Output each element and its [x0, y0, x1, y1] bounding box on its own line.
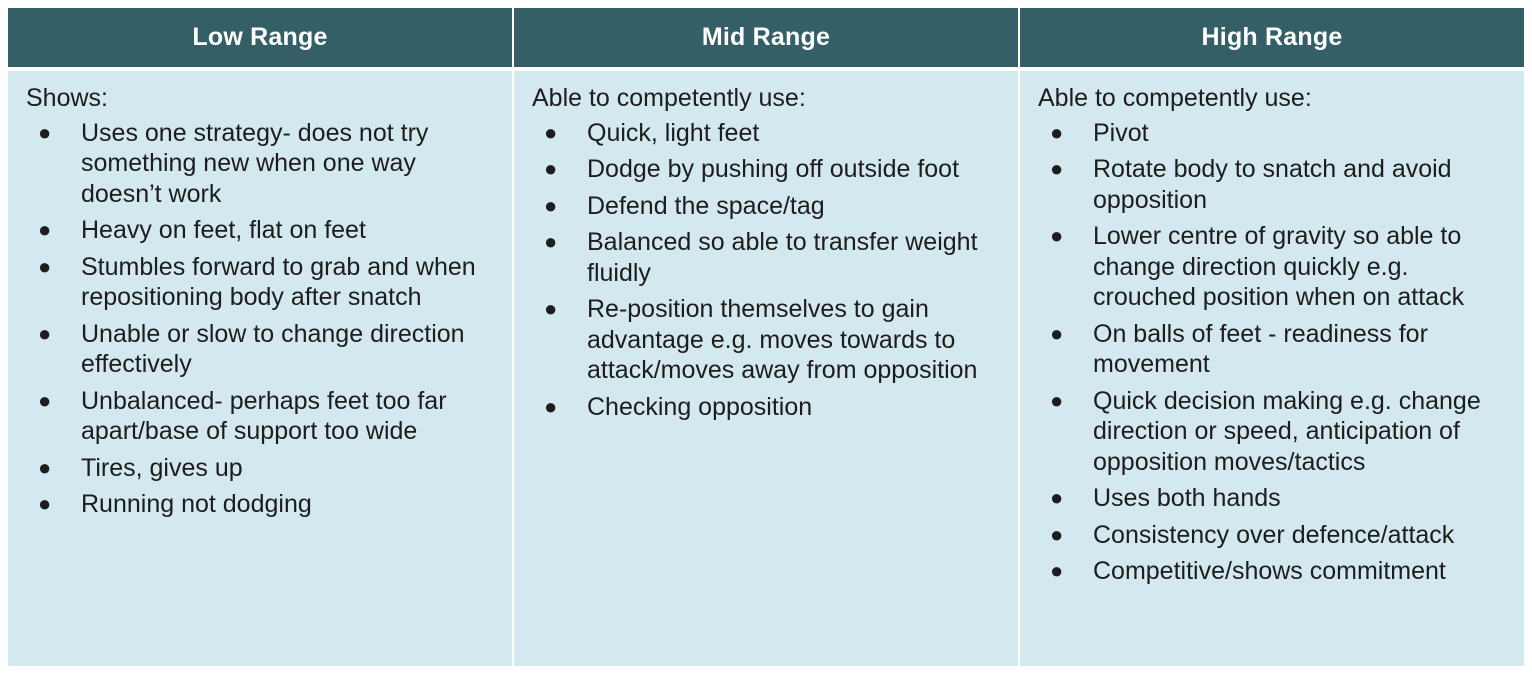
- header-mid-range: Mid Range: [514, 8, 1018, 67]
- list-item-text: Running not dodging: [81, 490, 312, 518]
- bullet-icon: ●: [38, 454, 52, 480]
- bullet-icon: ●: [1050, 387, 1064, 413]
- high-range-cell: Able to competently use: ● Pivot ● Rotate …: [1020, 71, 1524, 666]
- list-item-text: Balanced so able to transfer weight flui…: [587, 228, 978, 287]
- bullet-icon: ●: [544, 393, 558, 419]
- bullet-icon: ●: [38, 387, 52, 413]
- list-item-text: Heavy on feet, flat on feet: [81, 216, 366, 244]
- list-item-text: Uses one strategy- does not try somethin…: [81, 118, 429, 208]
- list-item: ● Rotate body to snatch and avoid opposit…: [1038, 154, 1510, 215]
- list-item: ● Uses one strategy- does not try somethi…: [26, 118, 498, 210]
- list-item: ● Stumbles forward to grab and when repos…: [26, 252, 498, 313]
- list-item: ● Re-position themselves to gain advantag…: [532, 294, 1004, 386]
- list-item-text: Unbalanced- perhaps feet too far apart/b…: [81, 386, 447, 446]
- list-item: ● Quick decision making e.g. change direc…: [1038, 386, 1510, 478]
- list-item: ● Quick, light feet: [532, 118, 1004, 149]
- low-range-intro: Shows:: [26, 84, 108, 112]
- mid-range-cell: Able to competently use: ● Quick, light f…: [514, 71, 1018, 666]
- bullet-icon: ●: [544, 229, 558, 254]
- bullet-icon: ●: [544, 119, 558, 145]
- bullet-icon: ●: [1050, 558, 1064, 583]
- list-item-text: Uses both hands: [1093, 484, 1281, 512]
- list-item-text: Rotate body to snatch and avoid oppositi…: [1093, 155, 1452, 214]
- list-item-text: Pivot: [1093, 118, 1149, 147]
- list-item-text: Stumbles forward to grab and when reposi…: [81, 252, 476, 312]
- header-high-range: High Range: [1020, 8, 1524, 67]
- high-range-list: ● Pivot ● Rotate body to snatch and avoid …: [1038, 118, 1510, 587]
- bullet-icon: ●: [544, 296, 558, 321]
- header-low-range: Low Range: [8, 8, 512, 67]
- list-item: ● Competitive/shows commitment: [1038, 556, 1510, 587]
- bullet-icon: ●: [1050, 223, 1064, 248]
- list-item-text: On balls of feet - readiness for movemen…: [1093, 319, 1428, 379]
- bullet-icon: ●: [38, 217, 52, 242]
- list-item-text: Lower centre of gravity so able to chang…: [1093, 222, 1465, 311]
- low-range-list: ● Uses one strategy- does not try somethi…: [26, 118, 498, 520]
- list-item-text: Tires, gives up: [81, 453, 243, 482]
- list-item: ● Balanced so able to transfer weight flu…: [532, 227, 1004, 288]
- list-item-text: Dodge by pushing off outside foot: [587, 155, 960, 183]
- bullet-icon: ●: [1050, 521, 1064, 547]
- list-item: ● Checking opposition: [532, 392, 1004, 423]
- bullet-icon: ●: [38, 119, 52, 145]
- list-item: ● Uses both hands: [1038, 483, 1510, 514]
- bullet-icon: ●: [1050, 485, 1064, 510]
- list-item: ● Unbalanced- perhaps feet too far apart/…: [26, 386, 498, 447]
- list-item: ● Dodge by pushing off outside foot: [532, 154, 1004, 185]
- list-item-text: Re-position themselves to gain advantage…: [587, 295, 978, 384]
- list-item: ● On balls of feet - readiness for moveme…: [1038, 319, 1510, 380]
- list-item-text: Defend the space/tag: [587, 191, 825, 220]
- bullet-icon: ●: [1050, 156, 1064, 181]
- list-item: ● Defend the space/tag: [532, 191, 1004, 222]
- bullet-icon: ●: [38, 491, 52, 516]
- list-item-text: Consistency over defence/attack: [1093, 520, 1455, 549]
- range-table: Low Range Mid Range High Range Shows: ● U…: [8, 8, 1524, 666]
- list-item-text: Unable or slow to change direction effec…: [81, 319, 465, 379]
- list-item: ● Unable or slow to change direction effe…: [26, 319, 498, 380]
- list-item: ● Consistency over defence/attack: [1038, 520, 1510, 551]
- list-item: ● Lower centre of gravity so able to chan…: [1038, 221, 1510, 313]
- list-item-text: Quick decision making e.g. change direct…: [1093, 386, 1481, 476]
- list-item: ● Running not dodging: [26, 489, 498, 520]
- bullet-icon: ●: [38, 320, 52, 346]
- list-item: ● Tires, gives up: [26, 453, 498, 484]
- high-range-intro: Able to competently use:: [1038, 84, 1312, 112]
- mid-range-list: ● Quick, light feet ● Dodge by pushing off…: [532, 118, 1004, 423]
- list-item-text: Competitive/shows commitment: [1093, 557, 1446, 585]
- mid-range-intro: Able to competently use:: [532, 84, 806, 112]
- bullet-icon: ●: [1050, 320, 1064, 346]
- list-item-text: Quick, light feet: [587, 118, 760, 147]
- bullet-icon: ●: [1050, 119, 1064, 145]
- bullet-icon: ●: [38, 253, 52, 279]
- bullet-icon: ●: [544, 156, 558, 181]
- list-item: ● Pivot: [1038, 118, 1510, 149]
- bullet-icon: ●: [544, 192, 558, 218]
- list-item: ● Heavy on feet, flat on feet: [26, 215, 498, 246]
- list-item-text: Checking opposition: [587, 392, 813, 421]
- low-range-cell: Shows: ● Uses one strategy- does not try …: [8, 71, 512, 666]
